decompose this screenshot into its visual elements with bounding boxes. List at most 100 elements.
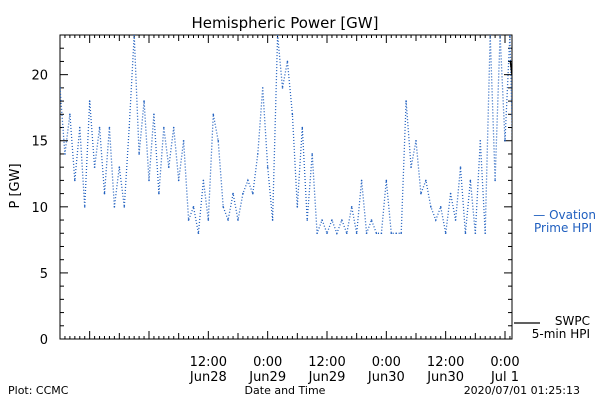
series-0-point: [430, 206, 432, 208]
series-0-point: [514, 232, 516, 234]
series-0-point: [192, 206, 195, 208]
x-axis-ticks: 12:00Jun280:00Jun2912:00Jun290:00Jun3012…: [59, 35, 520, 385]
series-0-point: [316, 232, 318, 235]
series-0-point: [360, 179, 363, 182]
series-0-point: [355, 232, 358, 235]
series-0-point: [227, 219, 229, 221]
series-1-point: [511, 73, 512, 76]
series-0-point: [301, 126, 304, 129]
x-tick-label-time: 12:00: [427, 355, 464, 370]
series-0-point: [103, 192, 106, 195]
series-0-point: [60, 87, 61, 89]
series-0-point: [509, 35, 511, 36]
x-tick-label-time: 0:00: [253, 355, 282, 370]
series-0-point: [385, 179, 388, 182]
y-tick-label: 10: [31, 201, 48, 216]
series-0-point: [83, 206, 86, 208]
y-tick-label: 5: [40, 267, 48, 282]
series-0-point: [74, 179, 76, 182]
y-tick-label: 20: [31, 69, 48, 84]
series-0-point: [276, 35, 279, 36]
series-0-point: [484, 232, 487, 235]
series-0-point: [88, 100, 91, 102]
y-tick-label: 0: [40, 333, 48, 348]
series-0-point: [197, 232, 200, 235]
series-0-point: [261, 87, 264, 89]
series-0-point: [345, 232, 348, 235]
series-0-point: [375, 232, 378, 235]
series-1-point: [509, 60, 512, 63]
series-0-point: [256, 153, 259, 155]
series-0-point: [469, 179, 472, 182]
series-0-point: [113, 206, 116, 208]
x-axis-label: Date and Time: [245, 384, 326, 397]
series-0-point: [163, 126, 165, 129]
x-tick-label-date: Jun29: [308, 370, 346, 385]
series-0-point: [444, 232, 447, 235]
series-0-point: [454, 219, 457, 221]
y-axis-label: P [GW]: [8, 163, 23, 208]
series-0-point: [499, 35, 501, 36]
series-0-point: [237, 219, 239, 221]
series-layer: [60, 35, 600, 236]
series-0-point: [133, 35, 135, 36]
series-0-point: [474, 232, 477, 235]
series-0-point: [78, 126, 81, 129]
series-0-point: [336, 232, 338, 235]
series-0-point: [108, 126, 111, 129]
x-tick-label-date: Jun30: [426, 370, 464, 385]
series-line-0: [60, 35, 512, 236]
series-0-point: [350, 206, 353, 208]
series-0-point: [306, 219, 309, 221]
series-0-point: [400, 232, 402, 235]
series-0-point: [242, 192, 244, 195]
series-0-point: [578, 180, 580, 182]
series-0-point: [380, 232, 383, 235]
x-tick-label-time: 0:00: [372, 355, 401, 370]
series-0-point: [494, 179, 496, 182]
series-0-point: [118, 166, 121, 168]
series-0-point: [449, 192, 452, 195]
plot-border: [59, 34, 513, 340]
plot-frame: [59, 34, 513, 340]
series-0-point: [311, 153, 313, 155]
x-tick-label-date: Jun28: [189, 370, 227, 385]
series-0-point: [64, 153, 66, 155]
x-tick-label-time: 12:00: [190, 355, 227, 370]
series-0-point: [326, 232, 328, 235]
series-0-point: [410, 166, 412, 168]
legend-entry-swpc-line1: SWPC: [555, 314, 590, 328]
series-0-point: [212, 113, 215, 116]
series-0-point: [524, 206, 526, 208]
series-0-point: [271, 219, 274, 221]
series-0-point: [593, 232, 595, 234]
series-0-point: [588, 166, 590, 168]
series-0-point: [266, 166, 269, 168]
series-0-point: [598, 232, 600, 234]
x-tick-label-time: 0:00: [490, 355, 519, 370]
series-0-point: [286, 60, 289, 63]
series-0-point: [177, 179, 180, 182]
series-0-point: [504, 139, 506, 142]
y-axis-ticks: 0 5 10 15 20: [31, 34, 512, 348]
series-0-point: [93, 166, 96, 168]
series-0-point: [434, 219, 437, 221]
series-0-point: [232, 192, 234, 195]
series-0-point: [390, 232, 393, 235]
series-0-point: [202, 179, 205, 182]
legend-entry-ovation-line2: Prime HPI: [534, 221, 592, 235]
series-0-point: [519, 232, 521, 234]
series-0-point: [158, 192, 160, 195]
series-0-point: [395, 232, 398, 235]
series-0-point: [281, 87, 284, 89]
series-0-point: [370, 219, 373, 221]
series-0-point: [549, 166, 551, 168]
series-0-point: [217, 139, 220, 142]
series-0-point: [252, 192, 254, 195]
series-0-point: [405, 100, 407, 102]
chart-title: Hemispheric Power [GW]: [192, 14, 379, 32]
series-0-point: [123, 206, 126, 208]
series-0-point: [291, 113, 294, 116]
series-0-point: [464, 232, 467, 235]
